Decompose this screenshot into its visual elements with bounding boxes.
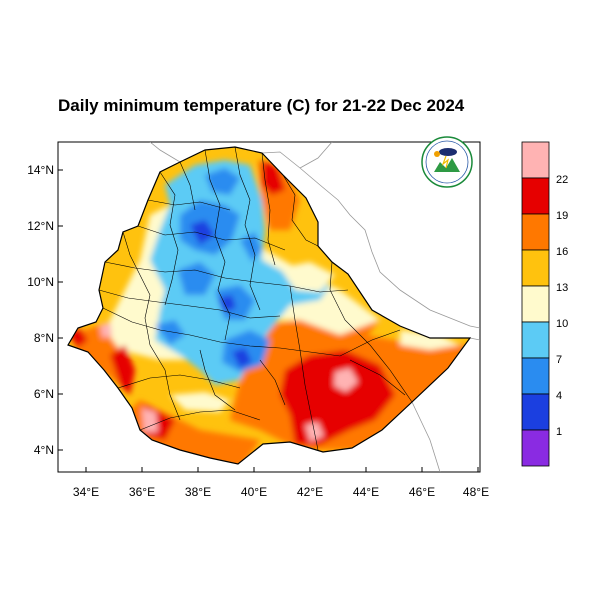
- colorbar-swatch: [521, 285, 550, 323]
- lon-label: 44°E: [353, 485, 379, 499]
- colorbar-label: 4: [556, 390, 563, 402]
- lon-label: 40°E: [241, 485, 267, 499]
- lat-label: 10°N: [27, 275, 54, 289]
- lon-label: 36°E: [129, 485, 155, 499]
- colorbar-label: 10: [556, 318, 569, 330]
- colorbar-swatch: [521, 393, 550, 431]
- lat-label: 12°N: [27, 219, 54, 233]
- map-title: Daily minimum temperature (C) for 21-22 …: [58, 96, 465, 115]
- axis-ticks: [58, 169, 479, 472]
- colorbar-label: 7: [556, 354, 563, 366]
- colorbar-swatch: [521, 249, 550, 287]
- colorbar-swatch: [521, 429, 550, 467]
- lon-label: 46°E: [409, 485, 435, 499]
- lon-label: 48°E: [463, 485, 489, 499]
- colorbar-swatch: [521, 177, 550, 215]
- colorbar-label: 19: [556, 210, 569, 222]
- colorbar-swatch: [521, 213, 550, 251]
- lat-label: 4°N: [34, 443, 54, 457]
- lon-label: 34°E: [73, 485, 99, 499]
- lat-label: 8°N: [34, 331, 54, 345]
- lon-label: 42°E: [297, 485, 323, 499]
- colorbar-swatch: [521, 141, 550, 179]
- admin-borders: [98, 147, 413, 451]
- lat-label: 14°N: [27, 163, 54, 177]
- colorbar-swatch: [521, 321, 550, 359]
- meteorology-agency-logo: [421, 136, 473, 188]
- lon-label: 38°E: [185, 485, 211, 499]
- colorbar-label: 1: [556, 426, 563, 438]
- neighbor-borders: [149, 142, 480, 472]
- lat-label: 6°N: [34, 387, 54, 401]
- colorbar-swatch: [521, 357, 550, 395]
- colorbar-label: 22: [556, 174, 569, 186]
- colorbar-label: 13: [556, 282, 569, 294]
- colorbar-label: 16: [556, 246, 569, 258]
- colorbar: [521, 141, 550, 467]
